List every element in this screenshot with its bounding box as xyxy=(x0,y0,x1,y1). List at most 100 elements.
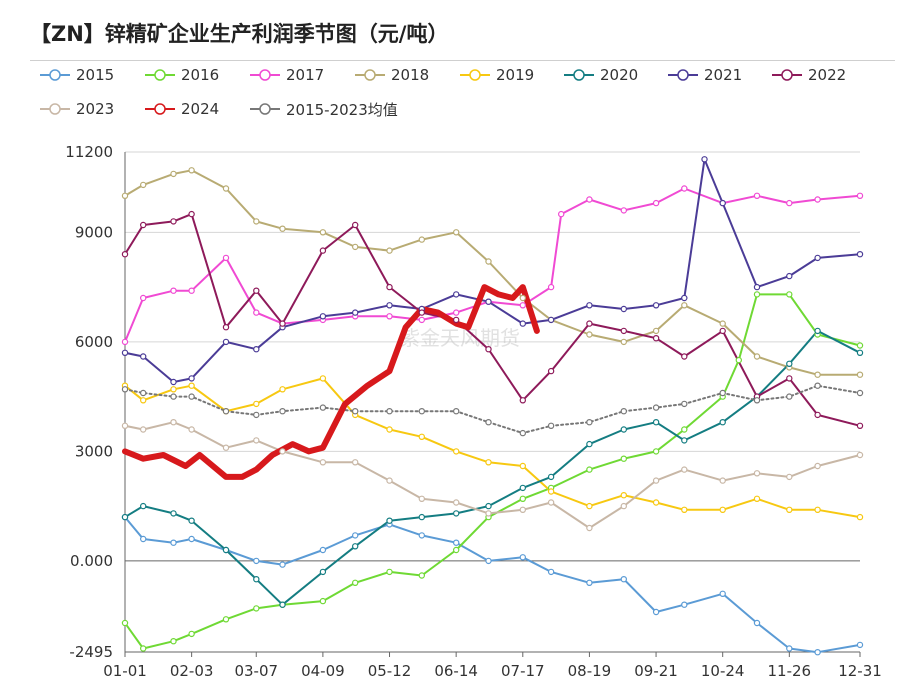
data-point xyxy=(485,258,492,265)
data-point xyxy=(856,451,864,459)
data-point xyxy=(386,568,393,576)
legend-label: 2022 xyxy=(808,66,847,84)
data-point xyxy=(719,590,726,598)
data-point xyxy=(319,597,327,605)
data-point xyxy=(519,462,527,470)
data-point xyxy=(352,408,359,415)
data-point xyxy=(586,524,593,532)
legend-label: 2019 xyxy=(496,66,535,84)
legend-item-2022[interactable]: 2022 xyxy=(772,64,846,86)
data-point xyxy=(121,192,129,199)
data-point xyxy=(547,473,555,481)
data-point xyxy=(652,335,660,342)
data-point xyxy=(279,386,286,393)
legend-line-circle-icon xyxy=(772,69,802,81)
legend-item-2015[interactable]: 2015 xyxy=(40,64,114,86)
data-point xyxy=(170,378,177,386)
data-point xyxy=(121,386,129,393)
data-point xyxy=(253,576,260,583)
legend-label: 2015 xyxy=(76,66,115,84)
legend-item-2015-2023均值[interactable]: 2015-2023均值 xyxy=(250,98,398,120)
data-point xyxy=(121,250,129,258)
data-point xyxy=(188,393,195,400)
data-point xyxy=(319,404,327,411)
data-point xyxy=(453,229,460,236)
data-point xyxy=(139,389,147,397)
data-point xyxy=(485,459,492,466)
legend-item-2021[interactable]: 2021 xyxy=(668,64,742,86)
data-point xyxy=(139,502,147,510)
data-point xyxy=(786,645,793,652)
legend-label: 2020 xyxy=(600,66,639,84)
legend-item-2017[interactable]: 2017 xyxy=(250,64,324,86)
series-line-2015-2023均值 xyxy=(124,384,861,435)
data-point xyxy=(753,397,761,404)
data-point xyxy=(681,302,688,309)
data-point xyxy=(586,440,593,448)
data-point xyxy=(188,535,195,543)
data-point xyxy=(547,316,555,324)
data-point xyxy=(485,510,492,517)
x-tick-label: 04-09 xyxy=(301,662,345,680)
x-tick-label: 02-03 xyxy=(170,662,214,680)
data-point xyxy=(753,291,761,298)
data-point xyxy=(453,316,460,324)
data-point xyxy=(418,495,425,502)
data-point xyxy=(352,543,359,550)
data-point xyxy=(547,367,555,375)
data-point xyxy=(620,502,628,510)
data-point xyxy=(620,305,628,313)
data-point xyxy=(188,287,195,294)
data-point xyxy=(856,641,864,649)
data-point xyxy=(352,309,359,316)
series-line-2022 xyxy=(124,213,861,427)
data-point xyxy=(856,250,864,258)
data-point xyxy=(652,448,660,455)
legend-item-2023[interactable]: 2023 xyxy=(40,98,114,120)
legend-item-2024[interactable]: 2024 xyxy=(145,98,219,120)
x-tick-label: 06-14 xyxy=(434,662,478,680)
legend-line-circle-icon xyxy=(250,69,280,81)
data-point xyxy=(170,287,177,294)
data-point xyxy=(519,320,527,327)
data-point xyxy=(188,630,195,638)
data-point xyxy=(719,320,726,327)
data-point xyxy=(719,199,726,207)
data-point xyxy=(519,554,527,561)
data-point xyxy=(139,535,147,543)
data-point xyxy=(222,185,230,192)
data-point xyxy=(547,283,555,291)
legend-item-2016[interactable]: 2016 xyxy=(145,64,219,86)
data-point xyxy=(279,225,286,232)
data-point xyxy=(753,619,761,627)
data-point xyxy=(786,199,793,207)
data-point xyxy=(253,218,260,225)
data-point xyxy=(139,397,147,404)
data-point xyxy=(222,546,230,554)
legend-line-circle-icon xyxy=(355,69,385,81)
x-tick-label: 03-07 xyxy=(234,662,278,680)
data-point xyxy=(681,426,688,433)
data-point xyxy=(170,419,177,426)
data-point xyxy=(558,210,565,218)
data-point xyxy=(856,422,864,429)
data-point xyxy=(485,298,492,305)
data-point xyxy=(386,426,393,433)
legend-item-2018[interactable]: 2018 xyxy=(355,64,429,86)
data-point xyxy=(735,356,743,364)
data-point xyxy=(620,207,628,214)
legend-item-2020[interactable]: 2020 xyxy=(564,64,638,86)
data-point xyxy=(453,539,460,546)
data-point xyxy=(620,455,628,462)
series-line-2015 xyxy=(124,516,861,654)
data-point xyxy=(418,408,425,415)
legend-item-2019[interactable]: 2019 xyxy=(460,64,534,86)
data-point xyxy=(719,389,726,397)
data-point xyxy=(139,353,147,360)
data-point xyxy=(786,473,793,481)
data-point xyxy=(519,429,527,437)
data-point xyxy=(222,324,230,331)
legend-label: 2017 xyxy=(286,66,325,84)
data-point xyxy=(279,448,286,455)
